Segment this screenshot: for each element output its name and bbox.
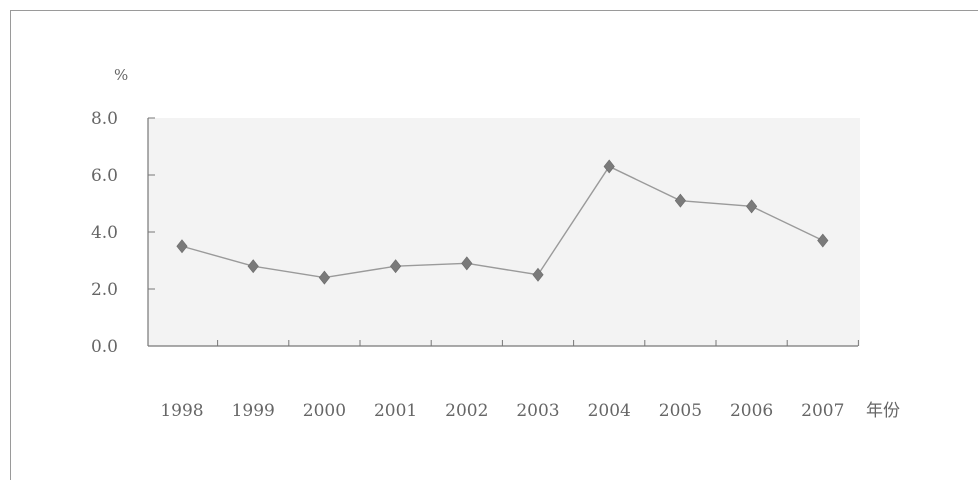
data-point-marker xyxy=(532,267,544,282)
x-tick-label: 2003 xyxy=(516,401,559,421)
x-tick-label: 1998 xyxy=(160,401,203,421)
x-tick-label: 2005 xyxy=(659,401,702,421)
data-point-marker xyxy=(390,259,402,274)
axis-labels: 0.0 2.0 4.0 6.0 8.0 1998 1999 2000 2001 2002 2003 2… xyxy=(91,66,900,421)
y-axis-unit-label: % xyxy=(114,66,128,84)
y-tick-label: 6.0 xyxy=(91,166,118,186)
data-point-marker xyxy=(603,159,615,174)
x-tick-label: 2007 xyxy=(801,401,844,421)
y-tick-label: 8.0 xyxy=(91,109,118,129)
y-tick-label: 2.0 xyxy=(91,280,118,300)
data-point-marker xyxy=(461,256,473,271)
data-point-marker xyxy=(318,270,330,285)
y-tick-label: 0.0 xyxy=(91,337,118,357)
x-axis-title: 年份 xyxy=(866,401,900,421)
data-point-marker xyxy=(817,233,829,248)
data-points xyxy=(176,159,829,285)
chart-frame xyxy=(10,10,978,480)
plot-background xyxy=(148,118,860,346)
data-point-marker xyxy=(247,259,259,274)
data-point-marker xyxy=(674,193,686,208)
x-tick-label: 2004 xyxy=(588,401,631,421)
x-tick-label: 2000 xyxy=(303,401,346,421)
data-point-marker xyxy=(176,239,188,254)
x-tick-label: 2006 xyxy=(730,401,773,421)
axes xyxy=(147,117,859,347)
y-tick-label: 4.0 xyxy=(91,223,118,243)
series-polyline xyxy=(181,165,824,279)
x-tick-label: 2002 xyxy=(445,401,488,421)
x-tick-label: 2001 xyxy=(374,401,417,421)
data-point-marker xyxy=(746,199,758,214)
x-tick-label: 1999 xyxy=(232,401,275,421)
series-line xyxy=(181,165,824,279)
